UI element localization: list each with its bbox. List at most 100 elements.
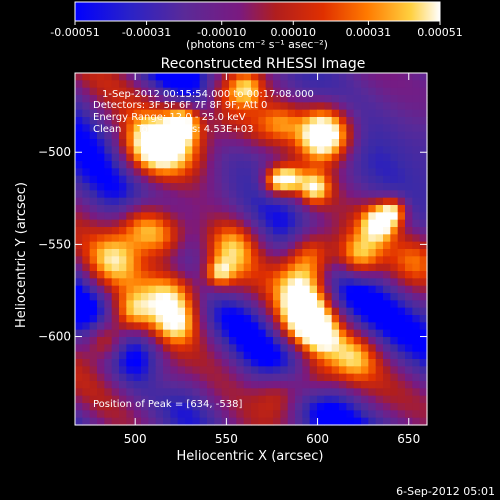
heatmap-cell bbox=[214, 344, 223, 353]
heatmap-cell bbox=[199, 395, 208, 404]
heatmap-cell bbox=[89, 241, 98, 250]
heatmap-cell bbox=[97, 337, 105, 345]
heatmap-cell bbox=[185, 117, 193, 125]
heatmap-cell bbox=[133, 95, 142, 103]
heatmap-cell bbox=[236, 241, 245, 250]
heatmap-cell bbox=[251, 234, 259, 243]
heatmap-cell bbox=[236, 197, 245, 206]
heatmap-cell bbox=[361, 205, 369, 213]
heatmap-cell bbox=[214, 322, 223, 331]
heatmap-cell bbox=[89, 249, 98, 257]
heatmap-cell bbox=[97, 241, 105, 250]
heatmap-cell bbox=[229, 95, 237, 103]
heatmap-cell bbox=[346, 219, 355, 228]
heatmap-cell bbox=[207, 219, 215, 228]
heatmap-cell bbox=[324, 109, 333, 118]
heatmap-cell bbox=[361, 227, 369, 235]
heatmap-cell bbox=[221, 249, 230, 257]
heatmap-cell bbox=[243, 417, 252, 426]
heatmap-cell bbox=[155, 153, 164, 162]
heatmap-cell bbox=[412, 395, 421, 404]
heatmap-cell bbox=[229, 403, 237, 411]
heatmap-cell bbox=[126, 359, 135, 367]
heatmap-cell bbox=[390, 205, 399, 213]
heatmap-cell bbox=[273, 293, 281, 301]
heatmap-cell bbox=[412, 322, 421, 331]
heatmap-cell bbox=[383, 307, 391, 316]
heatmap-cell bbox=[295, 351, 303, 360]
heatmap-cell bbox=[280, 227, 289, 235]
heatmap-cell bbox=[346, 410, 355, 419]
heatmap-cell bbox=[214, 124, 223, 133]
heatmap-cell bbox=[295, 219, 303, 228]
heatmap-cell bbox=[375, 410, 384, 419]
heatmap-cell bbox=[309, 373, 318, 382]
heatmap-cell bbox=[339, 161, 347, 169]
heatmap-cell bbox=[207, 131, 215, 140]
heatmap-cell bbox=[155, 278, 164, 287]
heatmap-cell bbox=[170, 241, 179, 250]
heatmap-cell bbox=[148, 359, 157, 367]
heatmap-cell bbox=[104, 366, 113, 375]
heatmap-cell bbox=[331, 153, 340, 162]
heatmap-cell bbox=[229, 241, 237, 250]
colorbar-tick-label: 0.00010 bbox=[271, 26, 317, 39]
heatmap-cell bbox=[397, 329, 406, 338]
heatmap-cell bbox=[104, 117, 113, 125]
heatmap-cell bbox=[141, 80, 149, 89]
heatmap-cell bbox=[273, 80, 281, 89]
heatmap-cell bbox=[236, 417, 245, 426]
heatmap-cell bbox=[324, 359, 333, 367]
heatmap-cell bbox=[390, 322, 399, 331]
heatmap-cell bbox=[82, 278, 91, 287]
heatmap-cell bbox=[221, 315, 230, 323]
heatmap-cell bbox=[302, 175, 311, 184]
heatmap-cell bbox=[163, 410, 171, 419]
heatmap-cell bbox=[111, 153, 120, 162]
heatmap-cell bbox=[287, 197, 296, 206]
heatmap-cell bbox=[368, 87, 377, 96]
heatmap-cell bbox=[258, 256, 267, 265]
heatmap-cell bbox=[368, 293, 377, 301]
heatmap-cell bbox=[207, 388, 215, 397]
heatmap-cell bbox=[155, 300, 164, 309]
annotation-time: 1-Sep-2012 00:15:54.000 to 00:17:08.000 bbox=[102, 89, 314, 100]
heatmap-cell bbox=[361, 153, 369, 162]
heatmap-cell bbox=[185, 212, 193, 221]
heatmap-cell bbox=[361, 241, 369, 250]
heatmap-cell bbox=[97, 344, 105, 353]
heatmap-cell bbox=[243, 197, 252, 206]
heatmap-cell bbox=[192, 329, 201, 338]
heatmap-cell bbox=[405, 351, 413, 360]
heatmap-cell bbox=[346, 117, 355, 125]
heatmap-cell bbox=[163, 139, 171, 147]
heatmap-cell bbox=[419, 315, 428, 323]
heatmap-cell bbox=[331, 293, 340, 301]
heatmap-cell bbox=[221, 197, 230, 206]
heatmap-cell bbox=[89, 366, 98, 375]
heatmap-cell bbox=[331, 87, 340, 96]
heatmap-cell bbox=[155, 102, 164, 111]
heatmap-cell bbox=[383, 256, 391, 265]
heatmap-cell bbox=[324, 403, 333, 411]
heatmap-cell bbox=[346, 153, 355, 162]
heatmap-cell bbox=[375, 183, 384, 191]
heatmap-cell bbox=[155, 293, 164, 301]
heatmap-cell bbox=[214, 285, 223, 294]
heatmap-cell bbox=[295, 329, 303, 338]
heatmap-cell bbox=[287, 205, 296, 213]
heatmap-cell bbox=[317, 329, 325, 338]
heatmap-cell bbox=[104, 153, 113, 162]
heatmap-cell bbox=[104, 205, 113, 213]
heatmap-cell bbox=[287, 73, 296, 81]
heatmap-cell bbox=[265, 263, 274, 272]
heatmap-cell bbox=[390, 139, 399, 147]
heatmap-cell bbox=[397, 139, 406, 147]
heatmap-cell bbox=[82, 249, 91, 257]
heatmap-cell bbox=[412, 329, 421, 338]
heatmap-cell bbox=[104, 102, 113, 111]
heatmap-cell bbox=[82, 417, 91, 426]
heatmap-cell bbox=[185, 190, 193, 199]
heatmap-cell bbox=[309, 403, 318, 411]
heatmap-cell bbox=[75, 153, 83, 162]
